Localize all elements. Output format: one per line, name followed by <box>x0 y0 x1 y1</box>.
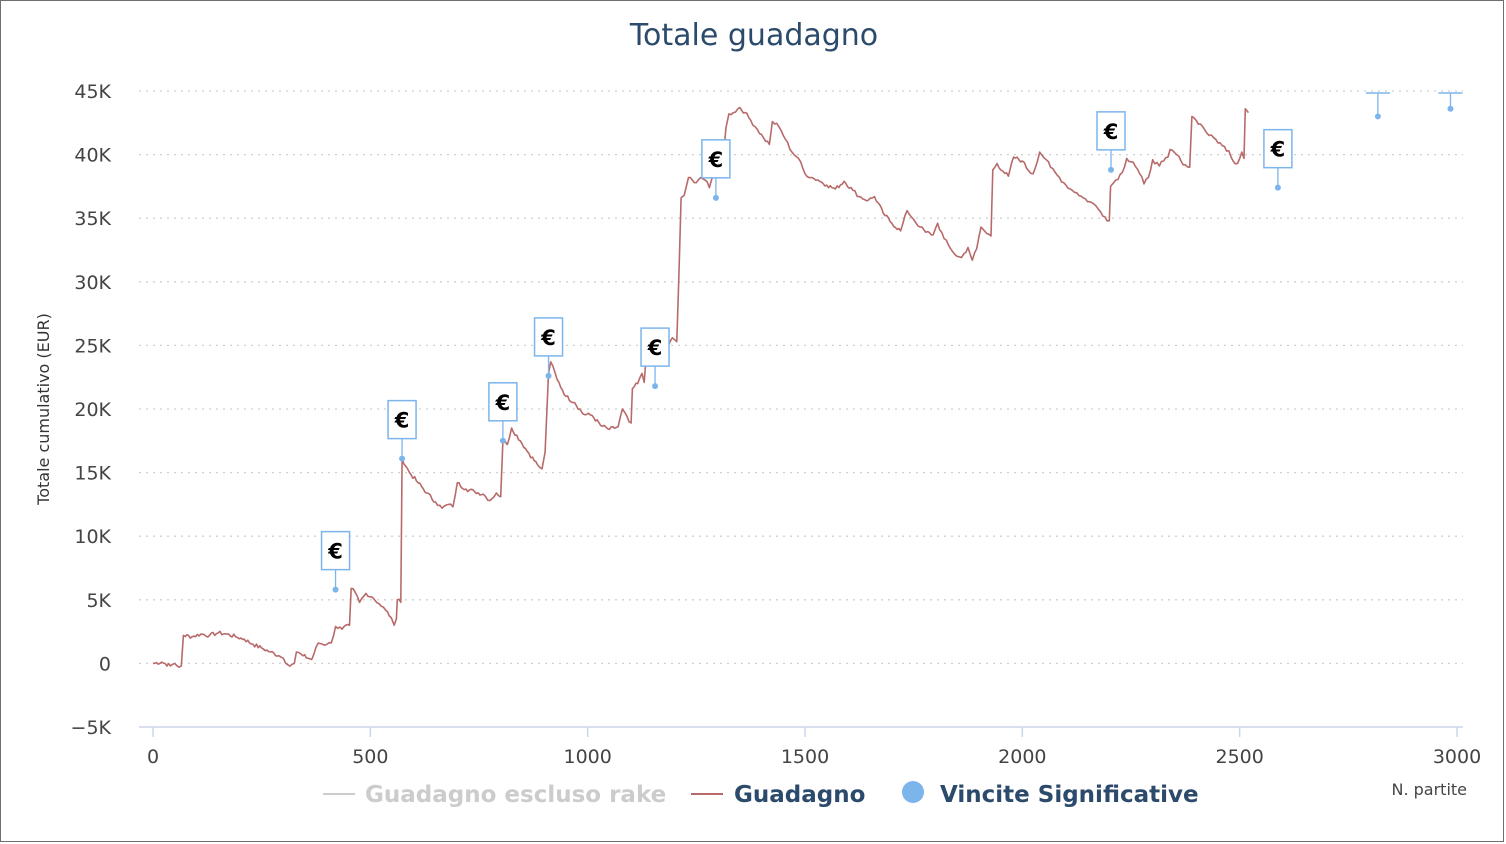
grid-lines <box>139 90 1463 665</box>
win-point <box>499 437 506 444</box>
win-point <box>545 372 552 379</box>
y-tick-label: 20K <box>74 399 111 421</box>
legend-label: Guadagno escluso rake <box>365 782 666 808</box>
significant-win-flag[interactable]: € <box>640 327 670 390</box>
legend-label: Guadagno <box>734 782 865 808</box>
flag-box <box>1096 111 1126 151</box>
win-point <box>399 455 406 462</box>
significant-win-flag[interactable]: € <box>1263 128 1293 191</box>
series-line-guadagno[interactable] <box>152 106 1250 668</box>
euro-icon: € <box>1270 138 1286 162</box>
x-tick-label: 2500 <box>1215 746 1263 768</box>
legend-item-vincite-significative[interactable]: Vincite Significative <box>902 781 1199 808</box>
flag-box <box>320 530 351 571</box>
euro-icon: € <box>647 336 663 360</box>
legend-item-guadagno[interactable]: Guadagno <box>691 782 865 808</box>
significant-win-flag[interactable] <box>1365 92 1390 120</box>
series-layer <box>152 106 1250 668</box>
significant-win-flag[interactable]: € <box>387 399 417 462</box>
win-point <box>1447 105 1454 112</box>
y-tick-label: 5K <box>86 590 111 612</box>
flag-box <box>488 382 518 422</box>
y-tick-label: 15K <box>74 463 111 485</box>
win-point <box>712 194 719 201</box>
legend-item-guadagno-escluso-rake[interactable]: Guadagno escluso rake <box>323 782 666 808</box>
euro-icon: € <box>540 326 556 350</box>
euro-icon: € <box>1103 120 1119 144</box>
win-point <box>1274 184 1281 191</box>
significant-win-flag[interactable]: € <box>701 139 731 201</box>
significant-win-flag[interactable]: € <box>1096 111 1126 173</box>
x-tick-label: 500 <box>352 746 388 768</box>
y-tick-label: 30K <box>74 272 111 294</box>
significant-win-flag[interactable] <box>1438 92 1463 112</box>
euro-icon: € <box>394 409 410 433</box>
chart-title: Totale guadagno <box>629 18 878 53</box>
y-axis-ticks: −5K 0 5K 10K 15K 20K 25K 30K 35K 40K 45K <box>71 81 112 739</box>
euro-icon: € <box>327 540 343 564</box>
significant-win-flag[interactable]: € <box>533 317 564 379</box>
y-tick-label: 10K <box>74 526 111 548</box>
flag-box <box>387 399 417 440</box>
x-axis: 0 500 1000 1500 2000 2500 3000 <box>139 726 1481 768</box>
x-axis-label: N. partite <box>1391 780 1467 799</box>
y-tick-label: 25K <box>74 335 111 357</box>
win-point <box>652 383 659 390</box>
flag-box <box>640 327 670 367</box>
y-tick-label: 35K <box>74 208 111 230</box>
significant-win-flag[interactable]: € <box>320 530 351 593</box>
x-tick-label: 2000 <box>998 746 1046 768</box>
win-point <box>1108 166 1115 173</box>
y-tick-label: 0 <box>99 653 111 675</box>
legend-label: Vincite Significative <box>940 782 1199 808</box>
y-tick-label: −5K <box>71 717 112 739</box>
flag-box <box>701 139 731 179</box>
x-tick-label: 0 <box>147 746 159 768</box>
y-tick-label: 40K <box>74 145 111 167</box>
y-axis-label: Totale cumulativo (EUR) <box>34 313 53 506</box>
euro-icon: € <box>495 391 511 415</box>
x-tick-label: 1500 <box>781 746 829 768</box>
x-tick-label: 3000 <box>1433 746 1481 768</box>
significant-win-flag[interactable]: € <box>488 382 518 444</box>
win-point <box>332 586 339 593</box>
legend: Guadagno escluso rake Guadagno Vincite S… <box>323 781 1199 808</box>
x-tick-label: 1000 <box>563 746 611 768</box>
win-point <box>1374 113 1381 120</box>
significant-wins-layer: € € € € € € € € <box>320 92 1463 593</box>
flag-box <box>533 317 564 357</box>
flag-box <box>1263 128 1293 169</box>
y-tick-label: 45K <box>74 81 111 103</box>
euro-icon: € <box>708 148 724 172</box>
legend-swatch-dot <box>902 781 924 803</box>
